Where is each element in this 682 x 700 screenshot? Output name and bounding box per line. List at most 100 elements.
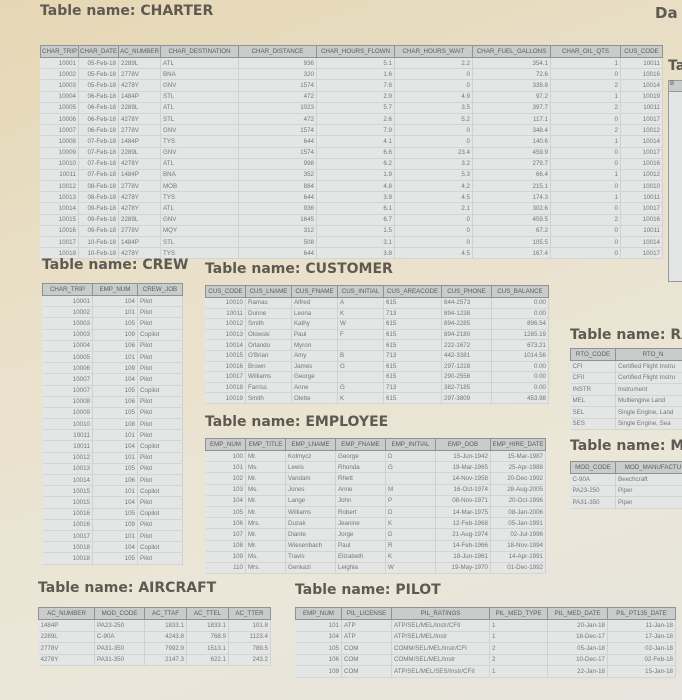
table-cell: 3.5 [394, 102, 473, 114]
header-row: MOD_CODE MOD_MANUFACTU [570, 461, 682, 474]
table-cell: 1833.1 [186, 619, 229, 632]
table-cell: 0 [550, 158, 621, 170]
table-cell: 28-Aug-2005 [490, 484, 546, 496]
table-row: 10001 05-Feb-18 2289L ATL 936 5.1 2.2 354.1 1 100… [40, 57, 663, 70]
table-cell: 442-3381 [441, 350, 492, 362]
table-row: 105 COM COMM/SEL/MEL/Instr/CFI 2 05-Jan-18 02… [295, 642, 676, 655]
table-cell: MOB [160, 180, 239, 193]
table-row: 10016 109 Pilot [42, 519, 183, 531]
table-cell: 2778V [38, 642, 95, 655]
table-cell: 105 [92, 407, 138, 420]
table-cell: 2289L [118, 57, 161, 70]
table-cell: Pilot [137, 496, 183, 509]
table-cell: 106 [205, 517, 246, 530]
table-cell: 25-Apr-1988 [490, 461, 546, 474]
table-cell: 615 [383, 361, 442, 373]
table-cell: 896.54 [491, 318, 549, 330]
table-row: 10006 109 Pilot [42, 362, 183, 375]
table-cell: 10017 [620, 202, 663, 215]
table-cell: 1 [550, 91, 621, 103]
column-header: RTO_CODE [570, 348, 616, 361]
table-cell: 4278Y [38, 654, 95, 666]
table-cell: 97.2 [472, 91, 551, 103]
table-cell: COM [341, 642, 392, 655]
table-cell: 615 [383, 297, 442, 309]
table-cell: Single Engine, Land [615, 406, 682, 419]
table-cell: 0.00 [491, 308, 549, 320]
table-cell: BNA [160, 68, 239, 81]
table-cell: Pilot [137, 295, 183, 308]
table-row: 10014 106 Pilot [42, 474, 183, 487]
table-row: 10010 07-Feb-18 4278Y ATL 998 6.2 3.2 279.7 0 100… [40, 158, 663, 170]
table-cell: Olowski [245, 329, 292, 341]
table-cell: 0 [394, 225, 473, 238]
column-header: EMP_HIRE_DATE [490, 438, 546, 451]
table-cell: 2289L [118, 102, 161, 114]
table-cell: 109 [205, 551, 246, 563]
table-cell: 10007 [42, 373, 93, 386]
table-cell: 0.00 [491, 361, 549, 373]
table-cell: 0 [550, 225, 621, 238]
table-cell: 109 [92, 329, 138, 341]
charter-table: CHAR_TRIP CHAR_DATE AC_NUMBER CHAR_DESTINAT… [40, 45, 663, 260]
table-cell: Williams [285, 506, 336, 519]
column-header: CUS_FNAME [291, 285, 338, 298]
table-cell: 10004 [42, 340, 93, 352]
table-cell: Pilot [137, 552, 183, 565]
table-cell: 11-Jan-18 [607, 619, 676, 632]
table-cell: 320 [238, 68, 317, 81]
table-cell: 17-Jan-18 [607, 631, 676, 643]
header-row: CUS_CODE CUS_LNAME CUS_FNAME CUS_INITIAL CUS… [205, 285, 549, 298]
table-cell: 936 [238, 57, 317, 70]
column-header: CUS_PHONE [441, 285, 492, 298]
table-cell: 1484P [118, 135, 161, 148]
table-cell: 1023 [238, 102, 317, 114]
table-cell: Mr. [245, 528, 286, 541]
table-row: 10015 09-Feb-18 2289L GNV 1645 6.7 0 459.5 2 1001… [40, 214, 663, 226]
table-row: 10007 105 Copilot [42, 385, 183, 397]
table-cell: MQY [160, 225, 239, 238]
table-cell: 279.7 [472, 158, 551, 170]
table-cell: 101 [295, 619, 342, 632]
table-cell: COMM/SEL/MEL/Instr/CFI [391, 642, 490, 655]
table-cell: G [337, 361, 384, 373]
table-cell: F [337, 329, 384, 341]
table-cell: 09-Feb-18 [78, 225, 119, 238]
column-header: PIL_MED_DATE [547, 607, 608, 620]
table-cell: 10013 [42, 463, 93, 476]
table-cell: 10014 [620, 79, 663, 92]
column-header: MOD_CODE [94, 607, 145, 620]
header-row: EMP_NUM EMP_TITLE EMP_LNAME EMP_FNAME EMP_IN… [205, 438, 546, 451]
table-cell: 109 [92, 362, 138, 375]
table-cell: Mr. [245, 450, 286, 463]
table-cell: 0 [394, 135, 473, 148]
table-cell: 09-Feb-18 [78, 214, 119, 226]
table-cell: C-90A [570, 473, 616, 486]
table-cell: 18-Nov-1994 [490, 540, 546, 552]
table-cell: 107 [205, 528, 246, 541]
table-cell: 101.8 [228, 619, 271, 632]
column-header: AC_TTAF [144, 607, 187, 620]
table-row: 10014 09-Feb-18 4278Y ATL 936 6.1 2.1 302.6 0 100… [40, 202, 663, 215]
table-cell: W [385, 562, 436, 575]
table-cell: 105 [92, 463, 138, 476]
table-cell: 4278Y [118, 202, 161, 215]
table-cell: 622.1 [186, 654, 229, 666]
column-header: EMP_TITLE [245, 438, 286, 451]
table-cell: 4.5 [394, 247, 473, 260]
cust-table-title: Table name: CUSTOMER [205, 261, 393, 277]
table-cell: 382-7185 [441, 382, 492, 394]
table-row: 106 COM COMM/SEL/MEL/Instr 2 10-Dec-17 02-Feb… [295, 654, 676, 666]
table-cell: 07-Feb-18 [78, 169, 119, 182]
table-cell: 10015 [42, 485, 93, 498]
column-header: MOD_MANUFACTU [615, 461, 682, 474]
table-cell: 10017 [620, 247, 663, 260]
table-cell: 10017 [40, 236, 79, 249]
table-cell: 10012 [620, 124, 663, 137]
table-cell: 10009 [42, 407, 93, 420]
table-cell: 10016 [42, 508, 93, 520]
table-row: 10011 104 Copilot [42, 440, 183, 453]
table-cell: 10011 [42, 429, 93, 442]
table-cell: 06-Feb-18 [78, 91, 119, 103]
table-cell: Amy [291, 350, 338, 362]
